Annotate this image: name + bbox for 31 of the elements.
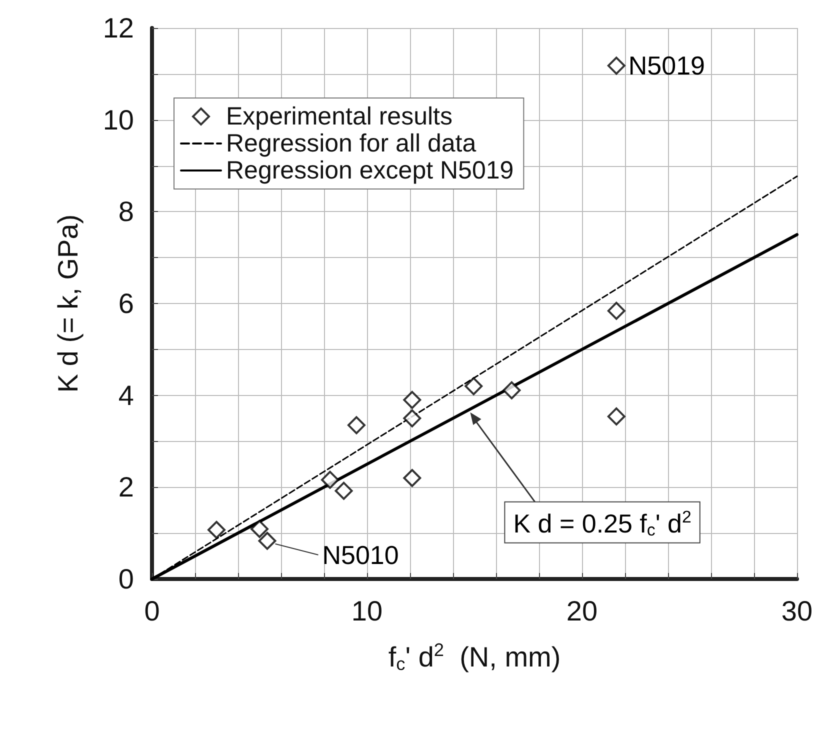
y-tick-label: 0 xyxy=(118,564,134,594)
y-tick-label: 10 xyxy=(102,104,134,136)
point xyxy=(502,381,521,400)
y-tick-label: 8 xyxy=(118,196,134,228)
y-tick-label: 12 xyxy=(102,12,134,44)
y-tick-label: 2 xyxy=(118,472,134,503)
annotation: N5019 xyxy=(628,50,706,81)
x-tick-label: 20 xyxy=(566,596,598,626)
point xyxy=(403,390,422,409)
x-tick-label: 10 xyxy=(351,596,383,626)
point xyxy=(607,56,626,75)
point xyxy=(208,520,226,539)
legend-label: Regression except N5019 xyxy=(226,156,514,184)
annotation: N5010 xyxy=(322,540,399,570)
y-tick-label: 6 xyxy=(118,288,134,319)
legend-label: Experimental results xyxy=(226,102,452,130)
point xyxy=(464,377,483,396)
legend-label: Regression for all data xyxy=(226,130,476,158)
point xyxy=(258,532,276,550)
x-tick-label: 0 xyxy=(144,596,160,626)
point xyxy=(607,302,626,320)
point xyxy=(334,482,353,500)
point xyxy=(607,407,626,426)
point xyxy=(403,409,422,428)
x-tick-label: 30 xyxy=(781,596,813,626)
point xyxy=(403,468,422,487)
y-tick-label: 4 xyxy=(118,380,134,411)
y-axis-title: K d (= k, GPa) xyxy=(52,214,84,393)
point xyxy=(321,470,340,489)
point xyxy=(347,416,366,434)
point xyxy=(250,520,268,538)
